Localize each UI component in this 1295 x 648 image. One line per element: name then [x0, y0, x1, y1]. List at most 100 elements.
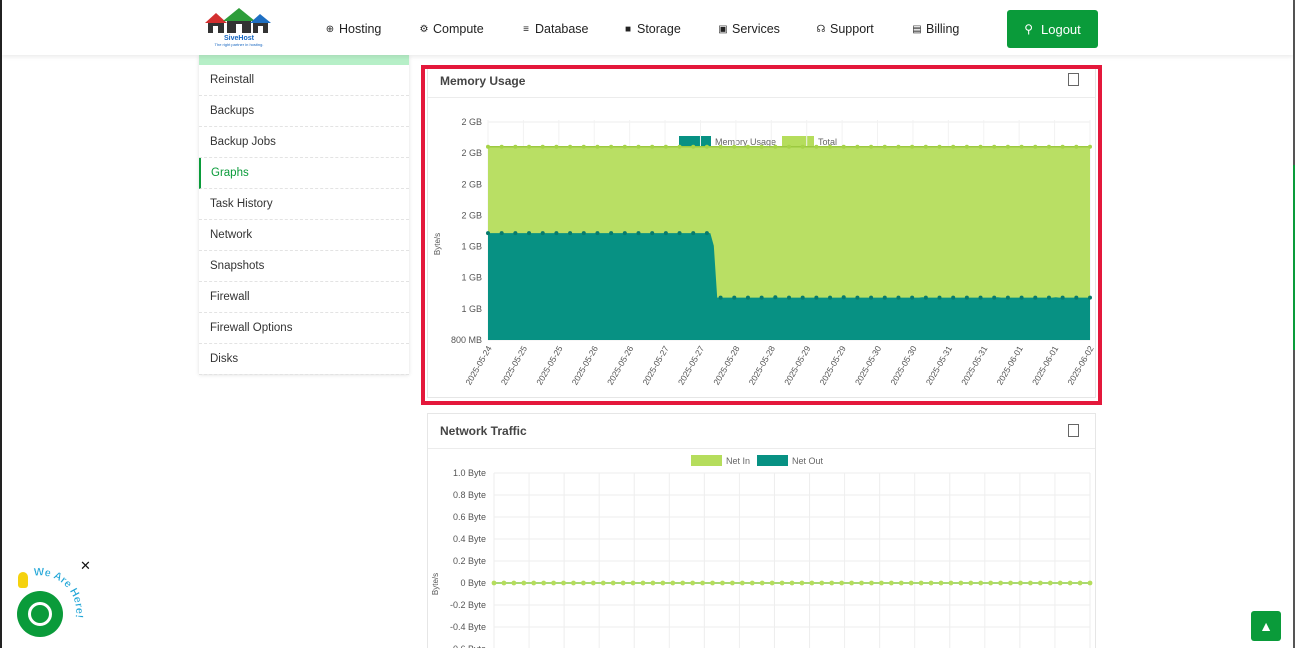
y-tick-label: 2 GB — [461, 117, 482, 127]
net-point — [1057, 580, 1063, 586]
nav-compute[interactable]: ⚙ Compute — [419, 22, 484, 36]
sidebar-item-disks[interactable]: Disks — [199, 344, 409, 375]
x-tick-label: 2025-05-29 — [817, 344, 848, 387]
memory-usage-point — [1005, 295, 1010, 300]
network-panel-expand-checkbox[interactable] — [1068, 424, 1079, 437]
net-point — [581, 580, 586, 586]
total-point — [513, 144, 518, 149]
y-tick-label: 1 GB — [461, 242, 482, 252]
sidebar-item-graphs[interactable]: Graphs — [199, 158, 409, 189]
memory-usage-point — [1019, 295, 1024, 300]
memory-usage-point — [677, 231, 682, 236]
total-point — [814, 144, 819, 149]
service-sidebar: Reinstall Backups Backup Jobs Graphs Tas… — [199, 55, 409, 375]
sidebar-item-network[interactable]: Network — [199, 220, 409, 251]
net-point — [958, 580, 964, 586]
net-point — [710, 580, 715, 586]
chat-close-icon[interactable]: ✕ — [80, 558, 91, 573]
memory-usage-point — [787, 295, 791, 300]
total-point — [1005, 144, 1010, 149]
net-y-tick-label: 1.0 Byte — [453, 468, 486, 478]
net-point — [789, 580, 795, 586]
memory-usage-point — [896, 295, 901, 300]
memory-usage-point — [1046, 295, 1051, 300]
nav-database[interactable]: ≡ Database — [520, 20, 588, 38]
net-y-axis-label: Byte/s — [431, 573, 440, 595]
sidebar-item-backups[interactable]: Backups — [199, 96, 409, 127]
net-point — [531, 580, 537, 586]
net-point — [690, 580, 696, 586]
total-point — [718, 144, 723, 149]
net-point — [948, 580, 954, 586]
nav-support[interactable]: ☊ Support — [816, 22, 874, 36]
net-point — [869, 580, 874, 586]
net-point — [700, 580, 705, 586]
logout-button[interactable]: ⚲ Logout — [1007, 10, 1098, 48]
sivehost-logo[interactable]: SiveHost The right partner in hosting. — [201, 7, 277, 49]
rocket-icon: ▲ — [1259, 618, 1273, 634]
memory-usage-point — [636, 231, 641, 236]
memory-usage-point — [800, 295, 805, 300]
x-tick-label: 2025-05-27 — [640, 344, 671, 387]
nav-hosting[interactable]: ⊕ Hosting — [325, 22, 382, 36]
logo-name: SiveHost — [224, 35, 254, 42]
net-point — [551, 580, 556, 586]
memory-usage-point — [595, 231, 600, 236]
x-tick-label: 2025-05-26 — [605, 344, 636, 387]
memory-usage-area — [488, 233, 1090, 340]
waving-hand-icon — [18, 572, 28, 588]
nav-storage[interactable]: ■ Storage — [622, 20, 681, 38]
total-point — [554, 144, 559, 149]
net-point — [1037, 580, 1043, 586]
net-point — [630, 580, 636, 586]
memory-usage-point — [992, 295, 997, 300]
nav-services[interactable]: ▣ Services — [718, 22, 780, 36]
sidebar-item-firewall-options[interactable]: Firewall Options — [199, 313, 409, 344]
nav-billing[interactable]: ▤ Billing — [912, 22, 960, 36]
gift-icon: ▣ — [718, 23, 728, 35]
net-legend-swatch-1 — [757, 455, 788, 466]
sidebar-item-reinstall[interactable]: Reinstall — [199, 65, 409, 96]
net-point — [799, 580, 805, 586]
sidebar-item-snapshots[interactable]: Snapshots — [199, 251, 409, 282]
net-y-tick-label: 0.2 Byte — [453, 556, 486, 566]
legend-label-0: Memory Usage — [715, 137, 776, 147]
net-y-tick-label: 0 Byte — [460, 578, 486, 588]
gear-icon: ⚙ — [419, 23, 429, 35]
net-point — [680, 580, 686, 586]
sidebar-item-backup-jobs[interactable]: Backup Jobs — [199, 127, 409, 158]
net-y-tick-label: -0.4 Byte — [450, 622, 486, 632]
net-legend-label-1: Net Out — [792, 456, 824, 466]
memory-usage-point — [718, 295, 723, 300]
total-point — [992, 144, 997, 149]
scroll-top-rocket-button[interactable]: ▲ — [1251, 611, 1281, 641]
total-point — [937, 144, 942, 149]
network-panel-header: Network Traffic — [428, 414, 1095, 449]
net-point — [521, 580, 527, 586]
chat-launcher-button[interactable] — [17, 591, 63, 637]
total-point — [978, 144, 983, 149]
net-point — [988, 580, 994, 586]
x-tick-label: 2025-05-25 — [534, 344, 565, 387]
memory-panel-expand-checkbox[interactable] — [1068, 73, 1079, 86]
total-point — [486, 144, 490, 149]
total-point — [581, 144, 586, 149]
memory-usage-point — [814, 295, 819, 300]
total-point — [773, 144, 778, 149]
net-point — [918, 580, 924, 586]
net-point — [511, 580, 517, 586]
memory-usage-point — [650, 231, 655, 236]
x-tick-label: 2025-05-26 — [570, 344, 601, 387]
net-y-tick-label: 0.6 Byte — [453, 512, 486, 522]
sidebar-item-firewall[interactable]: Firewall — [199, 282, 409, 313]
net-point — [809, 580, 815, 586]
total-point — [568, 144, 573, 149]
net-point — [968, 580, 974, 586]
net-point — [660, 580, 666, 586]
total-point — [527, 144, 532, 149]
sidebar-item-task-history[interactable]: Task History — [199, 189, 409, 220]
legend-label-1: Total — [818, 137, 837, 147]
total-point — [704, 144, 709, 149]
net-point — [888, 580, 894, 586]
net-point — [849, 580, 854, 586]
